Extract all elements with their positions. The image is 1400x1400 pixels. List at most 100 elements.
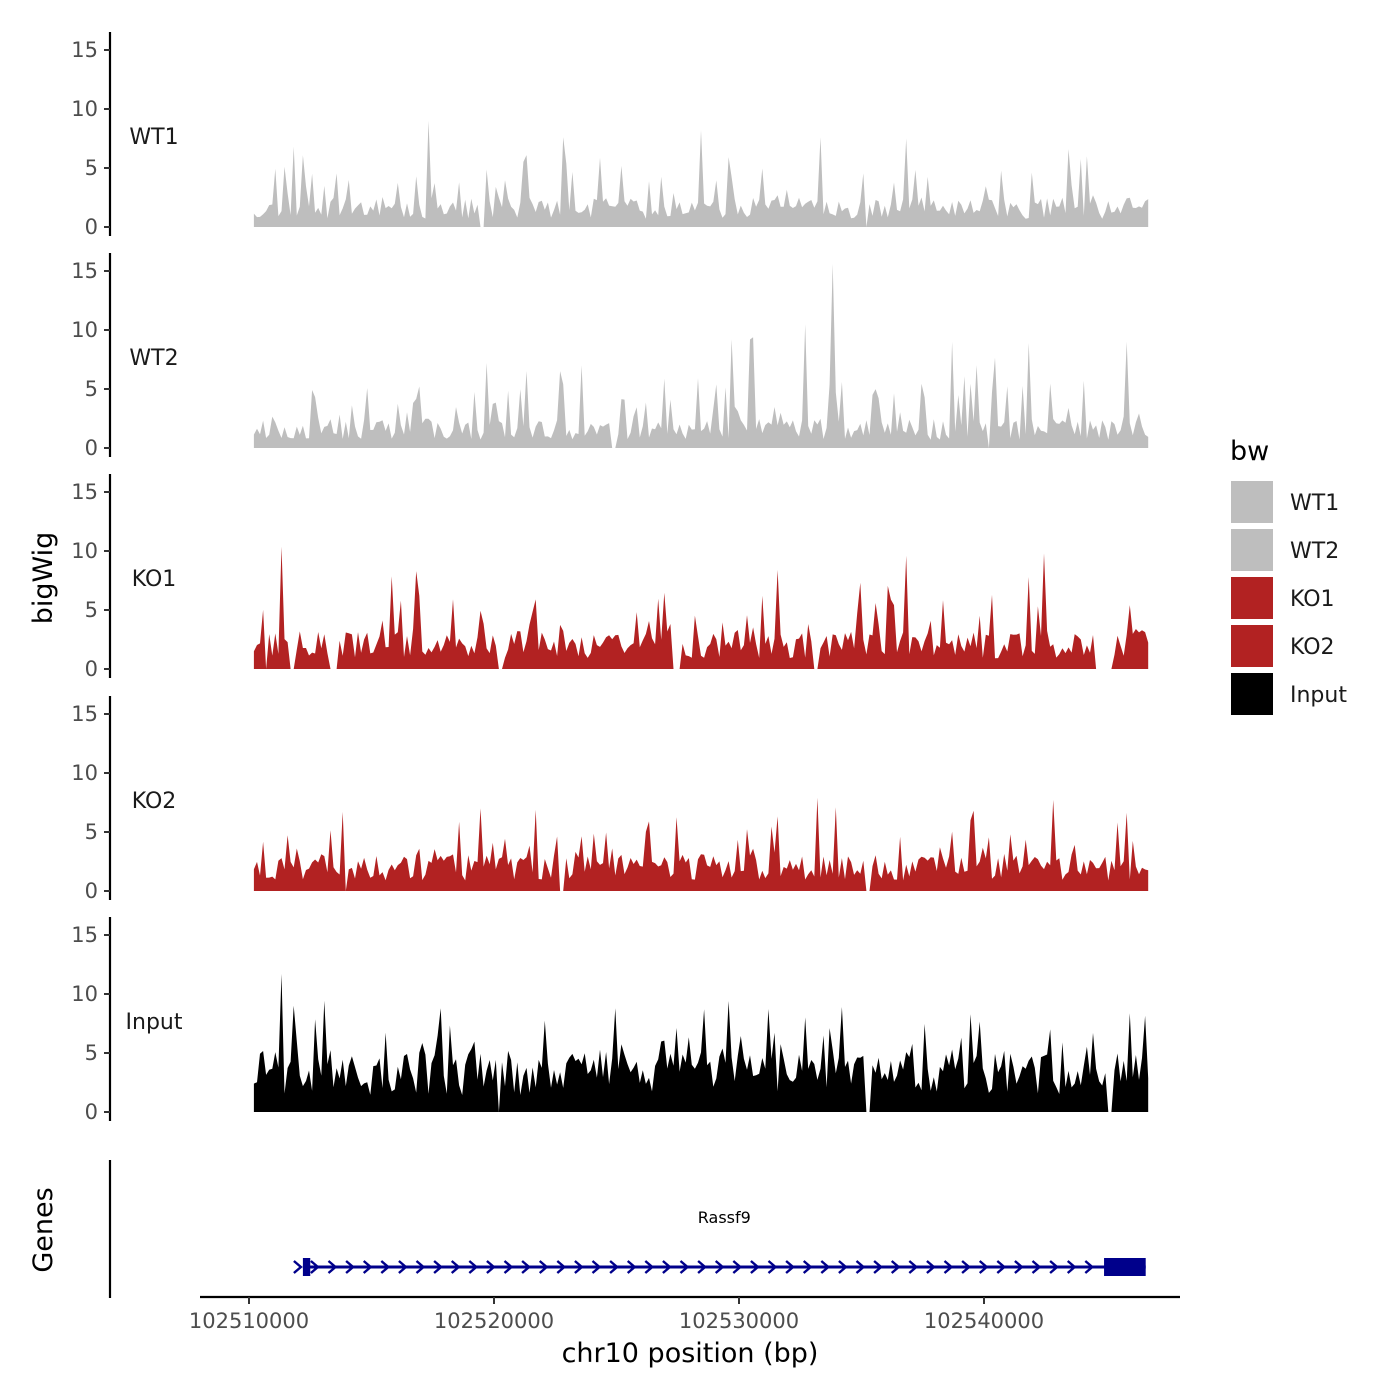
- x-tick-label: 102520000: [434, 1309, 554, 1333]
- strand-arrow: [574, 1260, 584, 1274]
- strand-arrow: [855, 1260, 866, 1274]
- area-wt2: [253, 263, 1149, 448]
- strand-arrow: [714, 1260, 725, 1274]
- strand-arrow: [996, 1260, 1007, 1274]
- strand-arrow: [908, 1260, 919, 1274]
- gene-panel: Rassf9: [108, 1160, 1146, 1298]
- y-tick-label: 5: [85, 156, 98, 180]
- track-label-input: Input: [126, 1010, 183, 1035]
- x-tick-label: 102540000: [924, 1309, 1044, 1333]
- strand-arrow: [415, 1260, 426, 1274]
- strand-arrow: [802, 1260, 813, 1274]
- y-tick-label: 0: [85, 657, 98, 681]
- strand-arrow: [732, 1260, 743, 1274]
- strand-arrow: [978, 1260, 989, 1274]
- y-tick-label: 15: [71, 259, 98, 283]
- exon-box: [1104, 1258, 1146, 1276]
- legend-label-wt2: WT2: [1290, 539, 1339, 564]
- y-tick-label: 5: [85, 377, 98, 401]
- track-ko2: 0 5 10 15 KO2: [71, 696, 1149, 903]
- y-tick-label: 15: [71, 702, 98, 726]
- y-tick-label: 10: [71, 761, 98, 785]
- y-tick-label: 0: [85, 879, 98, 903]
- track-wt2: 0 5 10 15 WT2: [71, 253, 1149, 460]
- strand-arrow: [943, 1260, 954, 1274]
- gene-label: Rassf9: [698, 1208, 751, 1227]
- y-tick-label: 5: [85, 598, 98, 622]
- strand-arrow: [362, 1260, 373, 1274]
- strand-arrow: [1084, 1260, 1095, 1274]
- track-label-ko1: KO1: [132, 567, 177, 592]
- strand-arrow: [873, 1260, 883, 1274]
- strand-arrow: [380, 1260, 391, 1274]
- strand-arrow: [486, 1260, 496, 1274]
- legend-swatch-ko1: [1229, 575, 1275, 621]
- legend-title: bw: [1230, 436, 1269, 467]
- strand-arrow: [890, 1260, 901, 1274]
- strand-arrow: [1014, 1260, 1024, 1274]
- y-tick-label: 10: [71, 318, 98, 342]
- strand-arrow: [433, 1260, 443, 1274]
- x-tick-label: 102530000: [679, 1309, 799, 1333]
- tracks-group: 0 5 10 15 WT1 0 5 10 15 WT2 0 5 10 15 KO1 0 5 10 15 KO2 0 5 10…: [71, 32, 1149, 1124]
- y-tick-label: 5: [85, 1041, 98, 1065]
- strand-arrow: [591, 1260, 602, 1274]
- legend-swatch-wt2: [1229, 527, 1275, 573]
- legend-label-ko1: KO1: [1290, 587, 1335, 612]
- strand-arrow: [1049, 1260, 1059, 1274]
- y-tick-label: 0: [85, 1100, 98, 1124]
- legend: bw WT1 WT2 KO1 KO2 Input: [1229, 436, 1347, 717]
- y-tick-label: 15: [71, 38, 98, 62]
- y-tick-label: 0: [85, 436, 98, 460]
- legend-swatch-wt1: [1229, 479, 1275, 525]
- strand-arrow: [521, 1260, 531, 1274]
- strand-arrow: [838, 1260, 848, 1274]
- strand-arrow: [961, 1260, 971, 1274]
- track-wt1: 0 5 10 15 WT1: [71, 32, 1149, 239]
- strand-arrow: [750, 1260, 760, 1274]
- track-ko1: 0 5 10 15 KO1: [71, 474, 1149, 681]
- track-label-wt1: WT1: [129, 125, 178, 150]
- strand-arrow: [1066, 1260, 1077, 1274]
- area-input: [253, 973, 1149, 1112]
- strand-arrow: [697, 1260, 707, 1274]
- strand-arrow: [679, 1260, 690, 1274]
- y-tick-label: 0: [85, 215, 98, 239]
- x-axis: 102510000 102520000 102530000 102540000: [189, 1295, 1180, 1333]
- strand-arrow: [503, 1260, 514, 1274]
- strand-arrow: [450, 1260, 461, 1274]
- strand-arrow: [345, 1260, 355, 1274]
- y-tick-label: 10: [71, 982, 98, 1006]
- y-tick-label: 15: [71, 923, 98, 947]
- strand-arrow: [609, 1260, 619, 1274]
- area-wt1: [253, 120, 1149, 227]
- legend-label-wt1: WT1: [1290, 491, 1339, 516]
- y-axis-title: bigWig: [28, 532, 59, 625]
- strand-arrow: [785, 1260, 795, 1274]
- track-label-wt2: WT2: [129, 346, 178, 371]
- strand-arrow: [398, 1260, 408, 1274]
- legend-label-input: Input: [1290, 683, 1347, 708]
- exon-box: [302, 1258, 311, 1276]
- strand-arrow: [644, 1260, 655, 1274]
- area-ko1: [253, 546, 1149, 669]
- strand-arrow: [767, 1260, 778, 1274]
- legend-label-ko2: KO2: [1290, 635, 1335, 660]
- strand-arrow: [556, 1260, 567, 1274]
- y-tick-label: 10: [71, 97, 98, 121]
- strand-arrow: [662, 1260, 672, 1274]
- strand-arrow: [626, 1260, 637, 1274]
- x-axis-title: chr10 position (bp): [562, 1338, 819, 1369]
- gene-start-arrow: [293, 1260, 303, 1274]
- track-input: 0 5 10 15 Input: [71, 917, 1149, 1124]
- track-label-ko2: KO2: [132, 789, 177, 814]
- legend-swatch-input: [1229, 671, 1275, 717]
- strand-arrow: [820, 1260, 831, 1274]
- x-tick-label: 102510000: [189, 1309, 309, 1333]
- strand-arrow: [926, 1260, 936, 1274]
- strand-arrow: [538, 1260, 549, 1274]
- strand-arrow: [1031, 1260, 1042, 1274]
- strand-arrow: [468, 1260, 479, 1274]
- area-ko2: [253, 797, 1149, 891]
